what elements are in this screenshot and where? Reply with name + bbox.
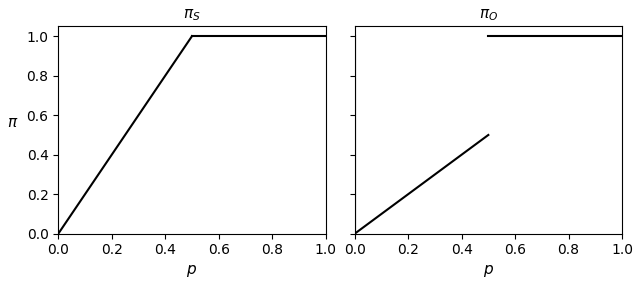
Title: $\pi_O$: $\pi_O$ xyxy=(479,7,498,23)
X-axis label: $p$: $p$ xyxy=(186,263,198,279)
Title: $\pi_S$: $\pi_S$ xyxy=(183,7,201,23)
X-axis label: $p$: $p$ xyxy=(483,263,494,279)
Y-axis label: $\pi$: $\pi$ xyxy=(7,115,19,130)
